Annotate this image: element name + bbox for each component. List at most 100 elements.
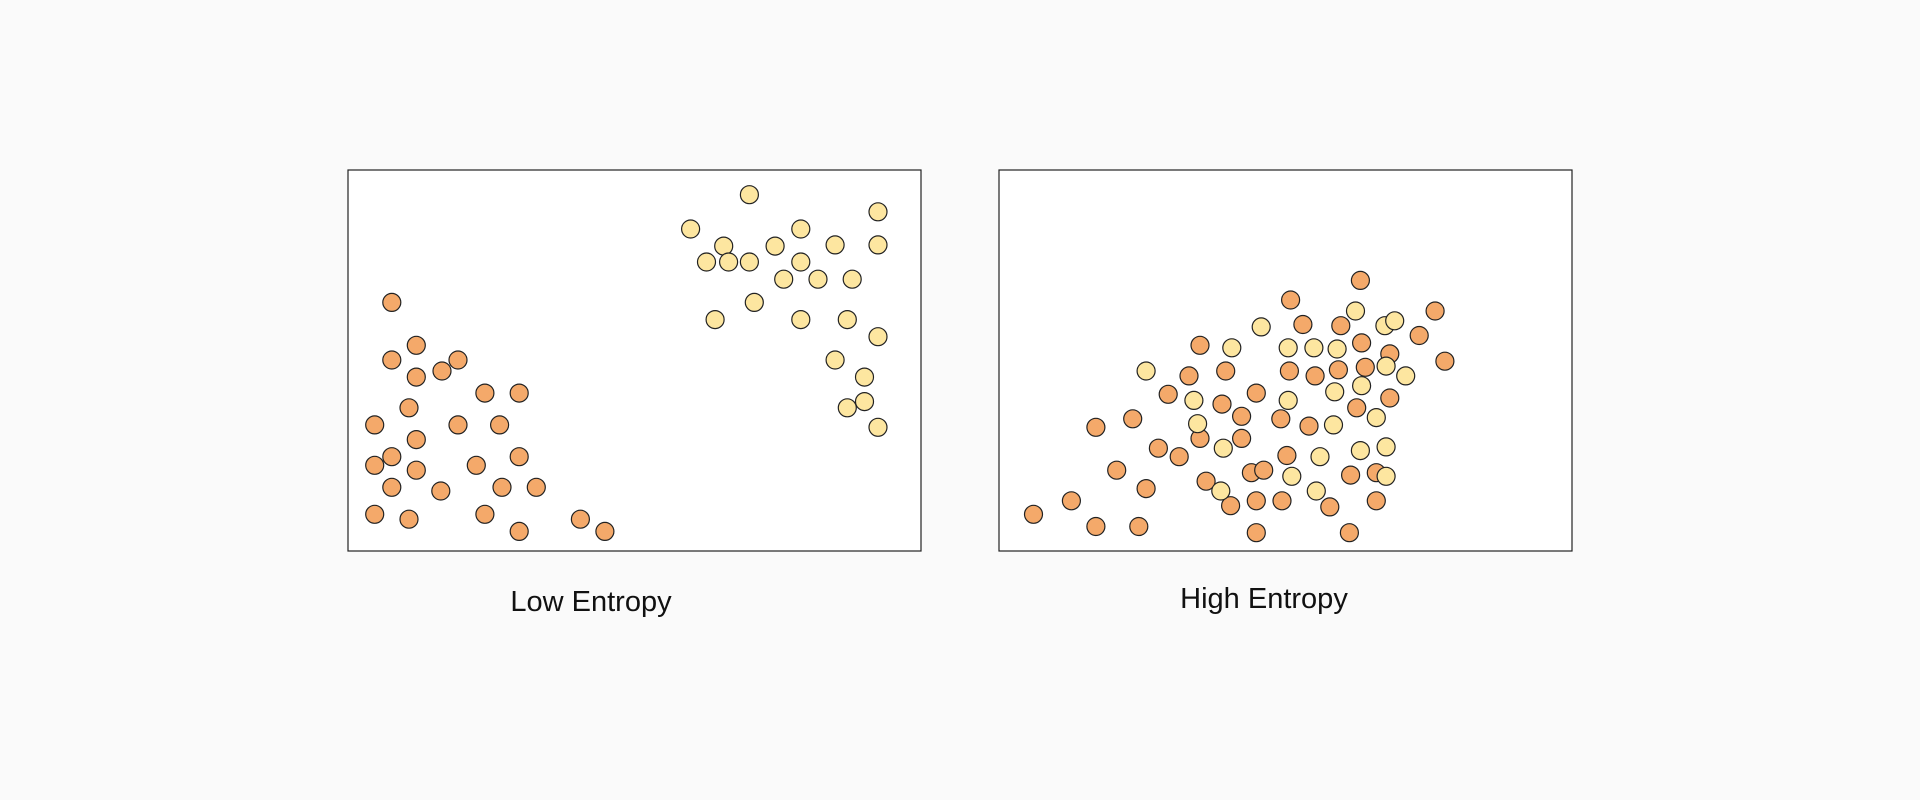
- particle: [509, 383, 529, 403]
- particle: [868, 327, 888, 347]
- particle: [837, 310, 857, 330]
- particle: [365, 415, 385, 435]
- particle: [1366, 408, 1386, 428]
- particle: [492, 477, 512, 497]
- particle: [1325, 382, 1345, 402]
- particle: [475, 504, 495, 524]
- particle: [1179, 366, 1199, 386]
- particle: [382, 350, 402, 370]
- panel-frame: [998, 169, 1573, 552]
- particle: [680, 219, 701, 239]
- particle: [1278, 338, 1298, 358]
- particle: [490, 415, 510, 435]
- particle: [448, 350, 468, 370]
- particle: [1107, 460, 1127, 480]
- particle: [1231, 428, 1252, 448]
- particle: [1350, 441, 1371, 461]
- particle: [448, 415, 468, 435]
- particle: [825, 235, 845, 255]
- particle: [1279, 361, 1300, 381]
- particle: [1158, 384, 1178, 404]
- particle: [1211, 481, 1231, 501]
- particle: [1396, 366, 1416, 386]
- particle: [1272, 491, 1292, 511]
- particle: [1355, 357, 1375, 377]
- particle: [406, 430, 426, 450]
- particles: [365, 185, 1455, 543]
- particle: [1385, 311, 1405, 331]
- particle: [1123, 409, 1143, 429]
- particle: [791, 252, 811, 272]
- particle: [1184, 390, 1204, 410]
- particle: [1187, 414, 1208, 434]
- particle: [825, 350, 845, 370]
- particle: [1190, 335, 1210, 355]
- particle: [774, 269, 794, 289]
- particle: [1305, 366, 1325, 386]
- particle: [854, 392, 875, 412]
- particle: [1347, 398, 1367, 418]
- particle: [808, 269, 828, 289]
- particle: [765, 236, 785, 256]
- particle: [1216, 361, 1236, 381]
- particle: [466, 455, 486, 475]
- particle: [1376, 466, 1396, 486]
- particle: [1304, 338, 1324, 358]
- particle: [1306, 481, 1326, 501]
- particle: [509, 521, 529, 542]
- particle: [1282, 466, 1302, 486]
- particle: [431, 481, 451, 501]
- particle: [868, 202, 888, 222]
- particle: [1380, 388, 1400, 408]
- particle: [739, 252, 760, 272]
- particle: [1061, 491, 1082, 511]
- particle: [1086, 516, 1106, 537]
- particle: [1136, 479, 1156, 499]
- particle: [718, 252, 739, 272]
- particle: [1350, 270, 1371, 290]
- particle: [399, 398, 419, 418]
- particle: [432, 361, 452, 381]
- particle: [595, 521, 615, 542]
- particle: [1220, 496, 1241, 516]
- particle: [1435, 351, 1455, 371]
- particle: [406, 460, 426, 480]
- particle: [1345, 301, 1366, 321]
- particle: [382, 477, 402, 497]
- particle: [705, 310, 725, 330]
- particle: [382, 292, 402, 312]
- particle: [1254, 460, 1274, 480]
- particle: [365, 504, 385, 524]
- particle: [1278, 390, 1298, 410]
- particle: [406, 335, 426, 355]
- particle: [1246, 491, 1266, 511]
- particle: [868, 235, 888, 255]
- particle: [1299, 416, 1319, 436]
- particle: [475, 383, 495, 403]
- panel-caption: High Entropy: [1180, 583, 1348, 615]
- panel-caption: Low Entropy: [510, 586, 672, 618]
- particle: [714, 236, 734, 256]
- particle: [1351, 333, 1372, 353]
- particle: [1148, 438, 1169, 458]
- particle: [1320, 497, 1340, 517]
- particle: [791, 310, 811, 330]
- particle: [526, 477, 546, 497]
- particle: [1196, 471, 1216, 491]
- particle: [1169, 447, 1189, 467]
- particle: [365, 455, 385, 475]
- particle: [1086, 417, 1106, 437]
- particle: [399, 509, 419, 529]
- particle: [1331, 316, 1351, 336]
- particle: [1376, 356, 1396, 376]
- particle: [842, 269, 862, 289]
- particle: [382, 447, 402, 467]
- particle: [791, 219, 811, 239]
- particle: [1277, 445, 1297, 466]
- particle: [1136, 361, 1156, 381]
- particle: [1425, 301, 1445, 321]
- particle: [1246, 523, 1266, 543]
- particle: [1023, 504, 1044, 524]
- particle: [1212, 394, 1232, 414]
